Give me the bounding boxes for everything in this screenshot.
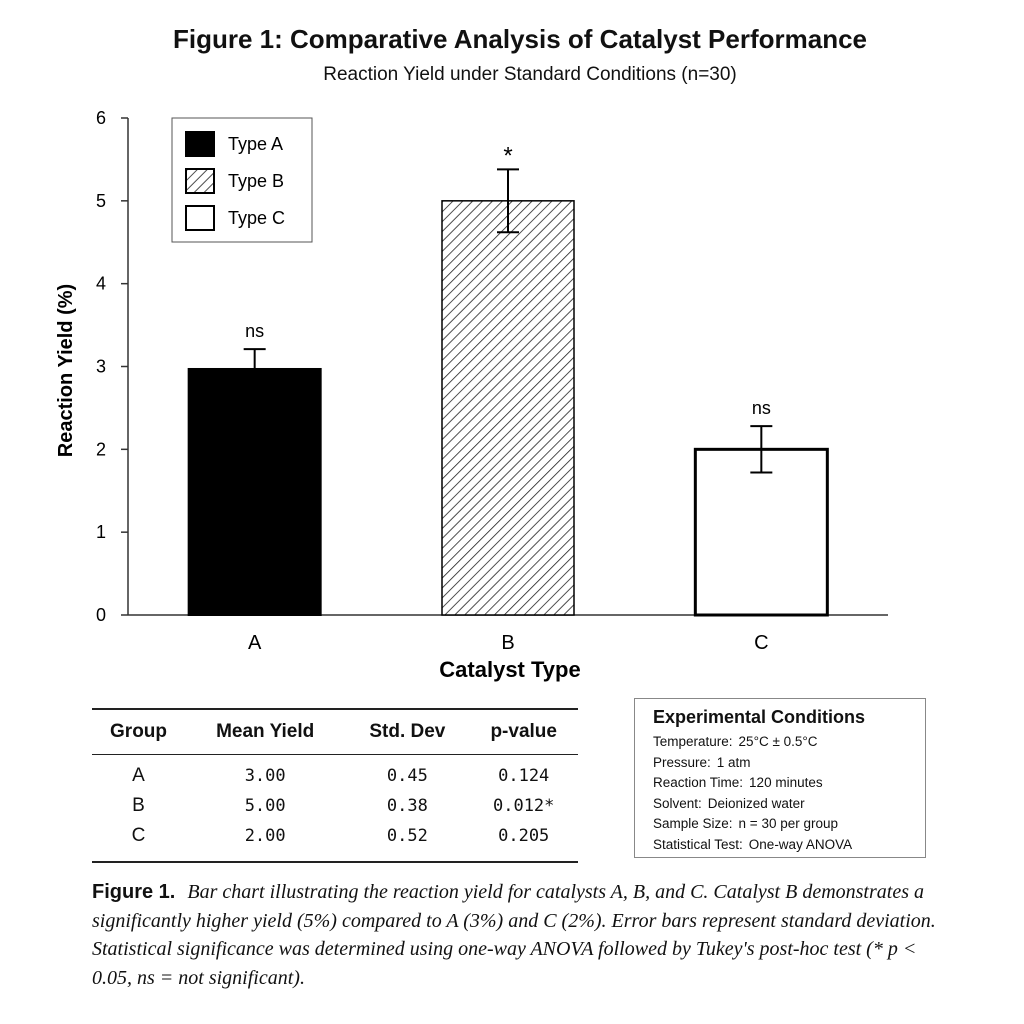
- y-axis-label: Reaction Yield (%): [55, 284, 77, 457]
- condition-value: 1 atm: [716, 754, 751, 770]
- legend-swatch: [185, 131, 215, 157]
- significance-label: *: [503, 142, 512, 169]
- legend-label: Type B: [228, 171, 284, 191]
- condition-value: 120 minutes: [749, 775, 823, 791]
- table-cell: A: [132, 765, 145, 786]
- bar-chart: 0 1 2 3 4 5 6 Reaction Yield (%) Catalyst Type n…: [55, 108, 888, 682]
- x-tick-label: A: [248, 632, 262, 654]
- table-header-row: Group Mean Yield Std. Dev p-value: [92, 709, 578, 755]
- table-cell: 0.205: [498, 826, 550, 846]
- legend-swatch: [185, 205, 215, 231]
- y-tick-label: 0: [96, 605, 106, 625]
- condition-value: 25°C ± 0.5°C: [738, 734, 818, 749]
- y-tick-label: 6: [96, 108, 106, 128]
- table-header-cell: Mean Yield: [216, 721, 315, 742]
- condition-key: Pressure:: [653, 754, 711, 770]
- y-tick-label: 5: [96, 191, 106, 211]
- legend-label: Type C: [228, 208, 285, 228]
- conditions-title: Experimental Conditions: [653, 707, 866, 727]
- figure-title: Figure 1: Comparative Analysis of Cataly…: [172, 24, 868, 54]
- table-header-cell: p-value: [490, 721, 557, 742]
- condition-row: Temperature: 25°C ± 0.5°C: [653, 732, 913, 753]
- figure-subtitle: Reaction Yield under Standard Conditions…: [323, 64, 737, 85]
- condition-row: Reaction Time: 120 minutes: [653, 773, 913, 794]
- table-row: B 5.00 0.38 0.012*: [92, 791, 578, 821]
- condition-row: Sample Size: n = 30 per group: [653, 814, 913, 835]
- summary-table: Group Mean Yield Std. Dev p-value A 3.00 0.45…: [92, 708, 578, 863]
- table-cell: 3.00: [244, 766, 286, 786]
- experimental-conditions-box: Experimental Conditions Temperature: 25°C…: [634, 698, 926, 858]
- legend-label: Type A: [228, 134, 283, 154]
- y-tick-label: 1: [96, 522, 106, 542]
- condition-value: n = 30 per group: [738, 816, 838, 832]
- x-axis-label: Catalyst Type: [439, 657, 580, 682]
- figure-caption: Figure 1. Bar chart illustrating the reac…: [92, 878, 952, 992]
- y-tick-label: 2: [96, 439, 106, 459]
- significance-label: ns: [752, 398, 771, 418]
- table-cell: B: [132, 795, 145, 816]
- legend-swatch: [185, 168, 215, 194]
- table-cell: 0.52: [386, 826, 428, 846]
- condition-key: Sample Size:: [653, 816, 733, 832]
- table-cell: 2.00: [244, 826, 286, 846]
- table-cell: 0.124: [498, 766, 550, 786]
- significance-label: ns: [245, 321, 264, 341]
- table-cell: 0.45: [386, 766, 428, 786]
- condition-row: Solvent: Deionized water: [653, 794, 913, 815]
- condition-key: Temperature:: [653, 734, 733, 749]
- bar-b: [441, 200, 575, 616]
- y-tick-label: 4: [96, 274, 106, 294]
- table-header-cell: Group: [110, 721, 168, 742]
- table-cell: 5.00: [244, 796, 286, 816]
- caption-text: Bar chart illustrating the reaction yiel…: [92, 881, 936, 989]
- condition-row: Pressure: 1 atm: [653, 753, 913, 774]
- condition-key: Statistical Test:: [653, 836, 743, 852]
- x-tick-label: B: [501, 632, 514, 654]
- x-tick-label: C: [754, 632, 768, 654]
- condition-key: Reaction Time:: [653, 775, 744, 791]
- bar-c: [693, 447, 829, 617]
- table-row: C 2.00 0.52 0.205: [92, 821, 578, 862]
- table-row: A 3.00 0.45 0.124: [92, 755, 578, 792]
- bar-a: [187, 367, 322, 616]
- condition-key: Solvent:: [653, 795, 702, 811]
- table-cell: 0.012*: [492, 796, 555, 816]
- condition-row: Statistical Test: One-way ANOVA: [653, 835, 913, 856]
- y-tick-label: 3: [96, 357, 106, 377]
- caption-label: Figure 1.: [92, 881, 176, 903]
- condition-value: One-way ANOVA: [748, 836, 853, 852]
- table-cell: 0.38: [386, 796, 428, 816]
- condition-value: Deionized water: [707, 795, 805, 811]
- table-header-cell: Std. Dev: [369, 721, 446, 742]
- table-cell: C: [131, 825, 146, 846]
